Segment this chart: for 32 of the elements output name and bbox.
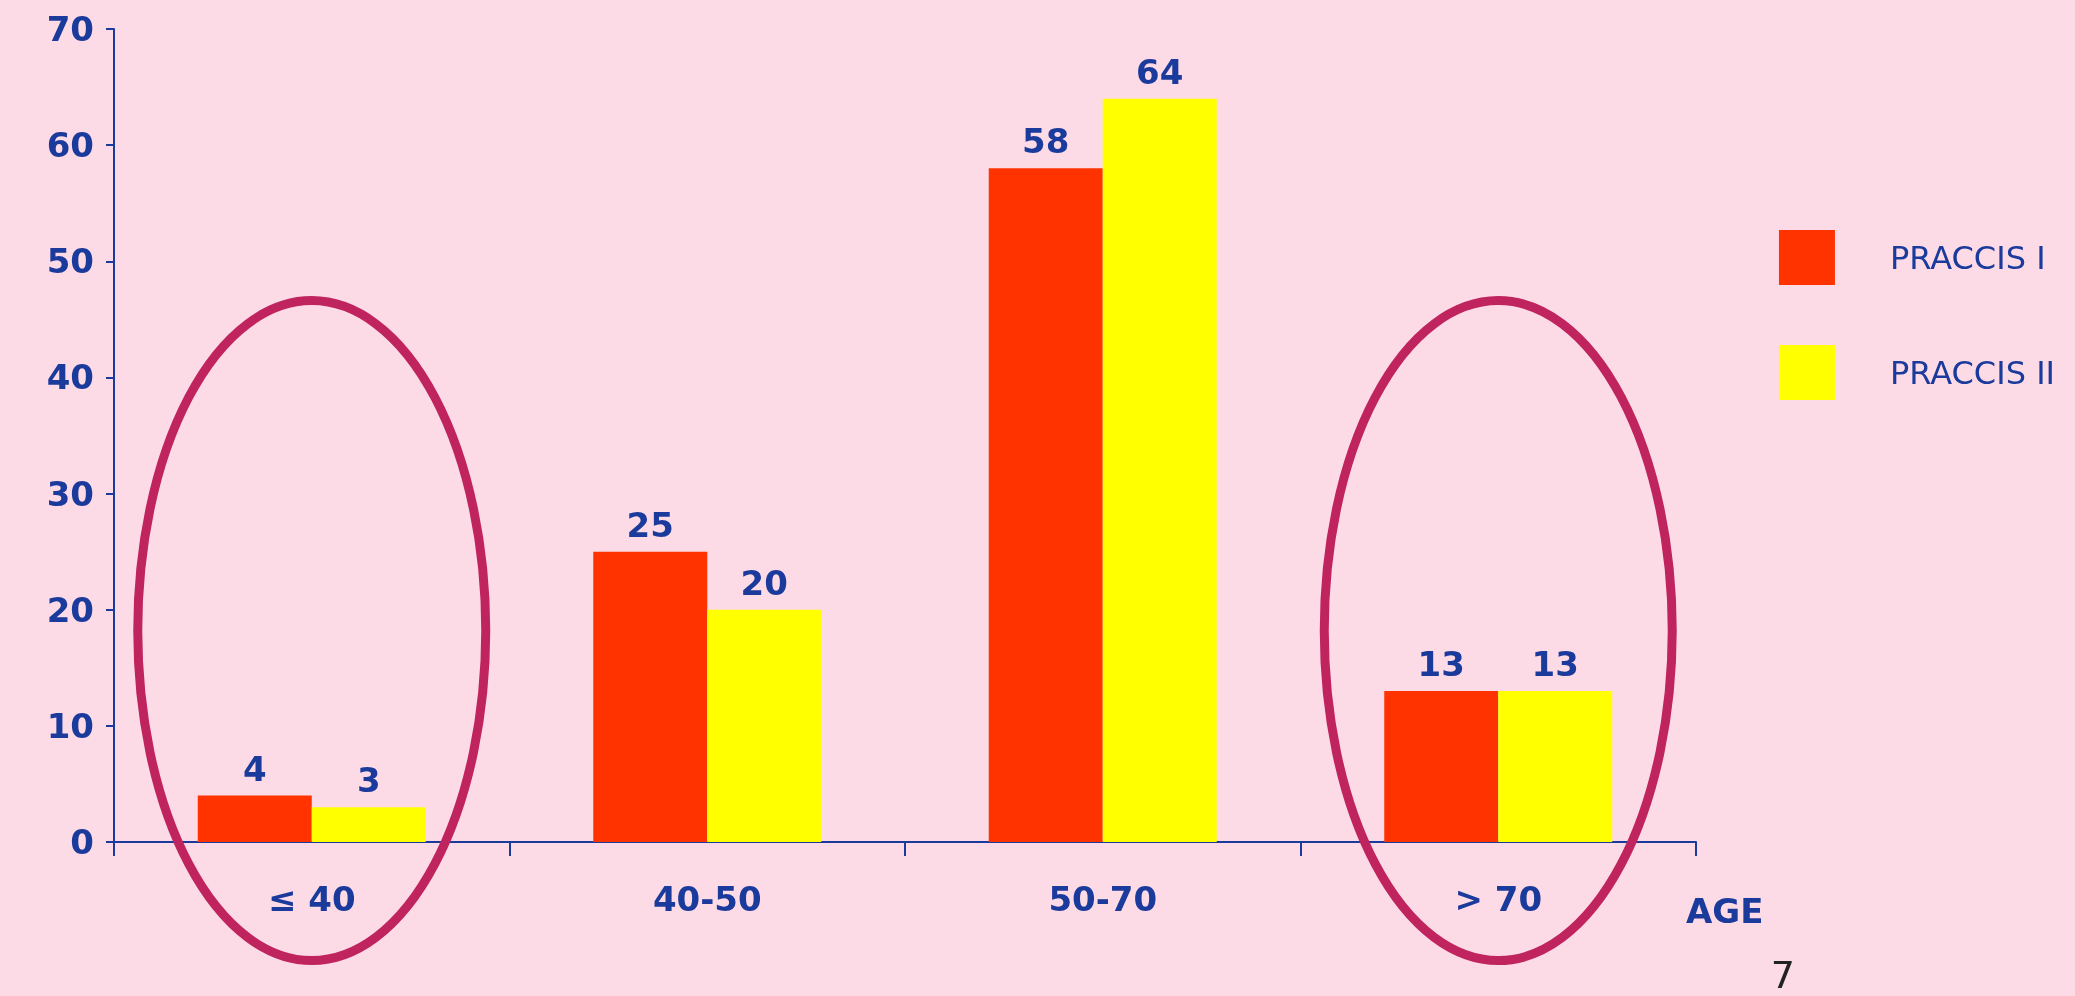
legend-label: PRACCIS I bbox=[1889, 238, 2046, 277]
bar bbox=[988, 168, 1103, 842]
data-label: 25 bbox=[626, 504, 674, 545]
y-tick-label: 10 bbox=[46, 705, 94, 746]
x-tick-label: ≤ 40 bbox=[267, 879, 356, 919]
y-tick-label: 70 bbox=[46, 9, 94, 49]
text: 7 bbox=[1770, 953, 1796, 996]
data-label: 13 bbox=[1417, 644, 1465, 685]
y-tick-label: 0 bbox=[70, 822, 94, 862]
data-label: 20 bbox=[740, 562, 788, 603]
y-tick-label: 60 bbox=[46, 125, 94, 166]
data-label: 64 bbox=[1136, 51, 1184, 92]
x-tick-label: > 70 bbox=[1454, 879, 1543, 919]
x-tick-label: 40-50 bbox=[652, 879, 762, 919]
bar bbox=[197, 795, 312, 842]
bar bbox=[707, 609, 822, 842]
data-label: 4 bbox=[242, 748, 267, 789]
data-label: 13 bbox=[1531, 644, 1579, 685]
bar bbox=[1498, 691, 1613, 842]
y-tick-label: 30 bbox=[46, 473, 94, 514]
y-tick-label: 40 bbox=[46, 357, 94, 398]
bar bbox=[311, 807, 426, 842]
bar bbox=[593, 551, 708, 842]
data-label: 3 bbox=[356, 760, 381, 801]
bar bbox=[1384, 691, 1499, 842]
data-label: 58 bbox=[1022, 121, 1070, 162]
x-axis-title: AGE bbox=[1686, 891, 1764, 931]
x-tick-label: 50-70 bbox=[1048, 879, 1158, 919]
y-tick-label: 20 bbox=[46, 589, 94, 630]
legend-label: PRACCIS II bbox=[1889, 353, 2055, 392]
y-tick-label: 50 bbox=[46, 241, 94, 282]
bar bbox=[1102, 98, 1217, 842]
